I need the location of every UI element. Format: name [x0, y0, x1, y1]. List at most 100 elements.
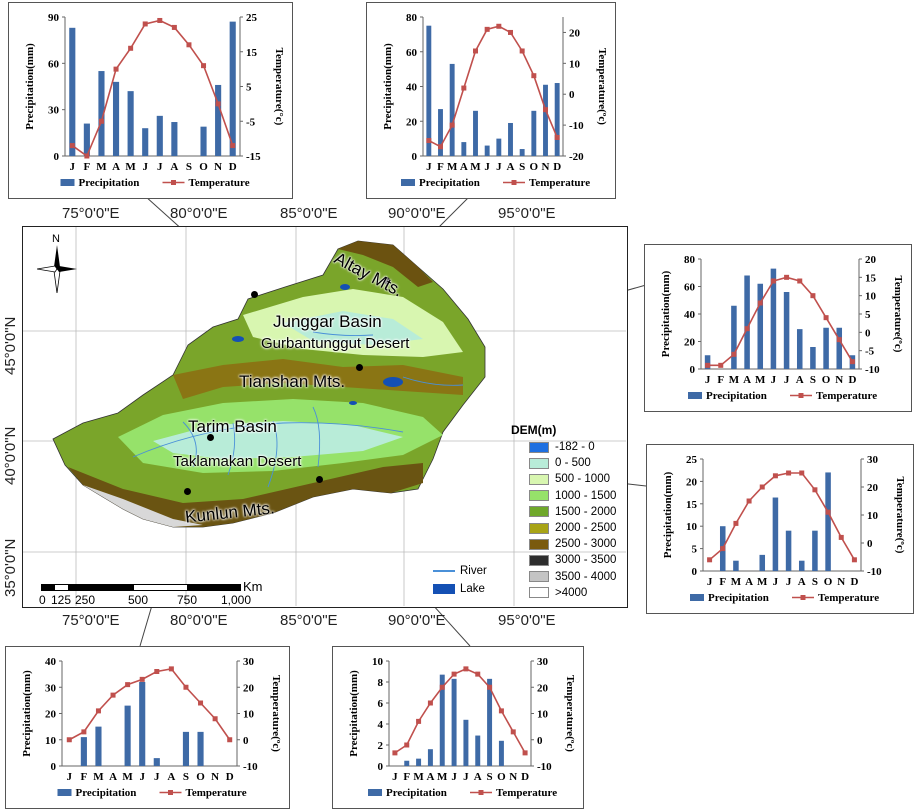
climate-chart-panel: 0 2 4 6 8 10 -10 0 10 20 30 J F M A M J J A S O N D Precipitati… — [332, 646, 584, 809]
y2-tick-label: -10 — [867, 566, 882, 578]
x-tick-label: S — [810, 374, 816, 386]
north-arrow: N — [37, 233, 77, 293]
temperature-line — [428, 25, 558, 148]
lake — [349, 401, 357, 405]
y2-tick-label: 10 — [243, 709, 255, 721]
lake-swatch — [433, 584, 455, 594]
river-swatch — [433, 570, 455, 572]
x-tick-label: J — [496, 161, 502, 173]
y-tick-label: 40 — [684, 309, 696, 321]
legend-precip-swatch — [401, 179, 415, 186]
y-tick-label: 10 — [45, 735, 57, 747]
lon-label: 80°0'0"E — [170, 612, 228, 629]
y2-tick-label: 20 — [569, 27, 581, 39]
label-taklamakan: Taklamakan Desert — [173, 453, 302, 470]
station-point[interactable] — [316, 476, 323, 483]
legend-precip-swatch — [368, 789, 382, 796]
y-tick-label: 40 — [406, 82, 418, 94]
temperature-point — [451, 671, 457, 677]
precipitation-bar — [439, 674, 445, 766]
station-point[interactable] — [251, 291, 258, 298]
y-tick-label: 20 — [684, 337, 696, 349]
legend-precip-label: Precipitation — [79, 177, 140, 189]
x-tick-label: M — [731, 576, 742, 588]
dem-map[interactable]: N Altay Mts. Junggar Basin Gurbantunggut… — [22, 226, 628, 608]
climate-chart-panel: 0 10 20 30 40 -10 0 10 20 30 J F M A M J J A S O N D Precipita… — [5, 646, 290, 809]
legend-precip-label: Precipitation — [419, 177, 480, 189]
legend-swatch — [529, 587, 549, 599]
x-tick-label: N — [509, 771, 517, 783]
temperature-point — [201, 63, 207, 69]
x-tick-label: J — [154, 771, 160, 783]
precipitation-bar — [426, 25, 432, 156]
temperature-point — [799, 470, 805, 476]
precipitation-bar — [798, 560, 805, 571]
legend-swatch — [529, 506, 549, 518]
lat-label: 35°0'0"N — [2, 538, 19, 597]
y2-tick-label: -10 — [865, 364, 880, 376]
legend-precip-swatch — [688, 392, 702, 399]
y2-tick-label: 20 — [865, 254, 877, 266]
lon-label: 85°0'0"E — [280, 205, 338, 222]
precipitation-bar — [733, 560, 739, 571]
label-tianshan: Tianshan Mts. — [239, 372, 346, 391]
temperature-point — [154, 669, 160, 674]
legend-swatch — [529, 457, 549, 469]
temperature-point — [69, 143, 75, 149]
legend-swatch — [529, 441, 549, 453]
temperature-point — [157, 17, 163, 23]
temperature-point — [198, 700, 204, 706]
x-tick-label: A — [745, 576, 753, 588]
station-point[interactable] — [356, 364, 363, 371]
precipitation-bar — [731, 305, 737, 369]
y2-axis-title: Temperature(ºc) — [564, 675, 576, 752]
y-tick-label: 6 — [378, 698, 384, 710]
temperature-point — [786, 470, 792, 476]
legend-title: DEM(m) — [511, 423, 557, 437]
scale-tick: 750 — [177, 593, 198, 607]
x-tick-label: J — [142, 161, 148, 173]
y-tick-label: 10 — [372, 656, 384, 668]
x-tick-label: J — [157, 161, 163, 173]
legend-lake: Lake — [433, 583, 485, 595]
precipitation-bar — [142, 128, 149, 156]
temperature-point — [66, 737, 72, 743]
y-tick-label: 0 — [690, 364, 696, 376]
x-tick-label: S — [183, 771, 189, 783]
y-axis-title: Precipitation(mm) — [660, 270, 672, 357]
climate-chart-panel: 0 20 40 60 80 -10 -5 0 5 10 15 20 J F M A M J J A S O N D Precip… — [644, 244, 912, 412]
y2-tick-label: 10 — [569, 58, 581, 70]
north-label: N — [52, 233, 60, 245]
scale-tick: 1,000 — [221, 593, 252, 607]
x-tick-label: F — [437, 161, 444, 173]
temperature-point — [186, 42, 192, 48]
taklamakan-fill — [153, 421, 403, 459]
y2-tick-label: -5 — [246, 116, 256, 128]
temperature-point — [168, 666, 174, 672]
temperature-point — [707, 557, 713, 563]
y-tick-label: 20 — [45, 709, 57, 721]
precipitation-bar — [197, 731, 204, 766]
temperature-point — [770, 278, 776, 284]
legend-item: 0 - 500 — [529, 455, 591, 471]
lat-label: 45°0'0"N — [2, 316, 19, 375]
x-tick-label: A — [109, 771, 117, 783]
temperature-point — [95, 708, 101, 714]
x-tick-label: D — [848, 374, 856, 386]
temperature-point — [849, 359, 855, 365]
legend-label: -182 - 0 — [555, 441, 595, 453]
station-point[interactable] — [207, 434, 214, 441]
x-tick-label: J — [67, 771, 73, 783]
lon-label: 90°0'0"E — [388, 612, 446, 629]
legend-label: 500 - 1000 — [555, 473, 610, 486]
temperature-point — [484, 26, 490, 32]
precipitation-bar — [416, 758, 422, 766]
station-point[interactable] — [383, 277, 390, 284]
legend-temp-marker — [798, 393, 804, 398]
y-axis-title: Precipitation(mm) — [662, 471, 674, 558]
station-point[interactable] — [184, 488, 191, 495]
y-tick-label: 60 — [406, 47, 418, 59]
precipitation-bar — [785, 530, 792, 571]
precipitation-bar — [519, 149, 525, 156]
